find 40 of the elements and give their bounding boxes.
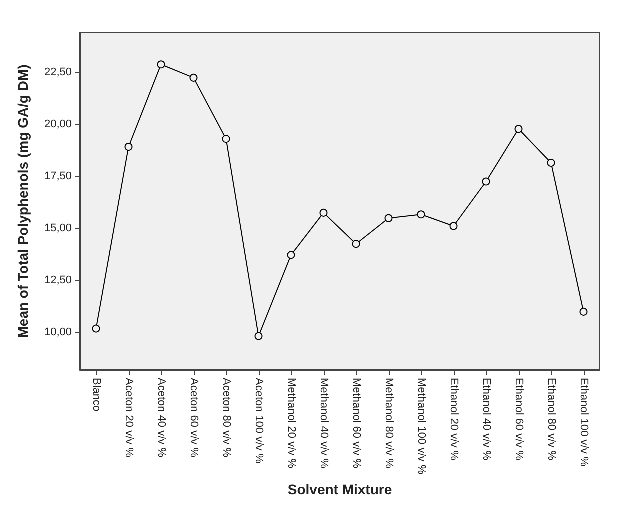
x-tick-label: Ethanol 80 v/v % [545, 378, 558, 461]
x-tick-label: Methanol 80 v/v % [382, 378, 395, 469]
point [287, 251, 296, 260]
point [352, 240, 360, 248]
point [222, 135, 230, 144]
x-tick-label: Blanco [90, 378, 102, 412]
x-tick-label: Aceton 60 v/v % [188, 378, 200, 458]
x-tick-label: Methanol 40 v/v % [318, 378, 330, 469]
point [580, 308, 588, 316]
point [190, 74, 198, 82]
y-tick-label: 17,50 [44, 170, 72, 183]
x-tick-label: Ethanol 40 v/v % [480, 378, 492, 461]
x-tick-label: Aceton 20 v/v % [122, 378, 135, 458]
x-tick-label: Ethanol 20 v/v % [448, 378, 460, 461]
x-axis-title: Solvent Mixture [288, 482, 392, 498]
point [254, 332, 263, 340]
point [157, 60, 166, 69]
y-tick-label: 12,50 [44, 274, 72, 287]
point [384, 214, 393, 222]
x-tick-label: Methanol 20 v/v % [285, 378, 298, 469]
point [92, 324, 100, 333]
x-tick-label: Ethanol 60 v/v % [512, 378, 525, 461]
x-tick-label: Ethanol 100 v/v % [578, 378, 590, 467]
point [514, 125, 523, 134]
point [320, 208, 328, 217]
y-axis-title: Mean of Total Polyphenols (mg GA/g DM) [15, 64, 31, 338]
point [124, 143, 133, 151]
x-tick-label: Methanol 100 v/v % [415, 378, 428, 475]
point [482, 178, 490, 186]
point [450, 222, 458, 230]
x-tick-label: Methanol 60 v/v % [350, 378, 362, 469]
x-tick-label: Aceton 40 v/v % [155, 378, 168, 458]
point [417, 210, 426, 219]
y-tick-label: 20,00 [44, 118, 72, 131]
y-tick-label: 10,00 [44, 326, 72, 339]
y-tick-label: 22,50 [44, 66, 72, 79]
x-tick-label: Aceton 100 v/v % [252, 378, 265, 464]
y-tick-label: 15,00 [44, 222, 72, 235]
x-tick-label: Aceton 80 v/v % [220, 378, 232, 458]
point [547, 159, 556, 168]
